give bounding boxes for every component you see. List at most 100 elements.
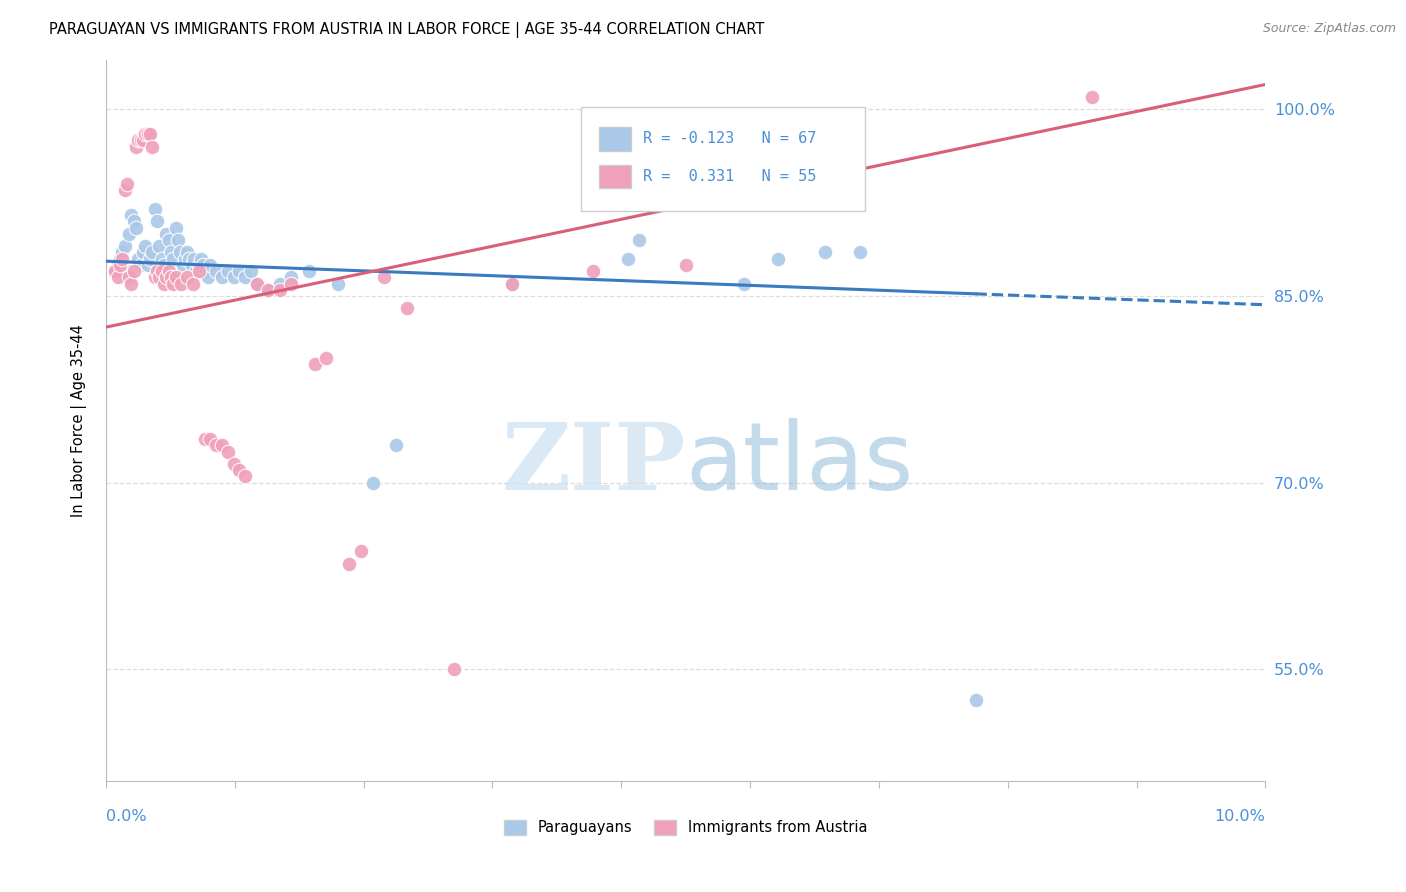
Point: [616, 252, 638, 266]
Point: [211, 438, 233, 452]
Point: [122, 214, 145, 228]
Point: [114, 183, 136, 197]
Point: [141, 139, 163, 153]
Point: [443, 662, 465, 676]
Point: [125, 139, 148, 153]
Point: [108, 258, 131, 272]
Point: [350, 544, 373, 558]
Point: [385, 438, 408, 452]
Point: [153, 258, 176, 272]
FancyBboxPatch shape: [599, 165, 631, 188]
Point: [205, 438, 228, 452]
Point: [139, 128, 162, 142]
Text: ZIP: ZIP: [502, 418, 686, 508]
Point: [361, 475, 384, 490]
Text: R = -0.123   N = 67: R = -0.123 N = 67: [643, 131, 817, 146]
Point: [148, 239, 170, 253]
Point: [181, 277, 204, 291]
Point: [134, 239, 156, 253]
Point: [165, 220, 187, 235]
Point: [315, 351, 337, 366]
Legend: Paraguayans, Immigrants from Austria: Paraguayans, Immigrants from Austria: [505, 820, 868, 836]
Point: [211, 270, 233, 285]
Point: [122, 264, 145, 278]
Point: [197, 270, 219, 285]
Point: [143, 270, 166, 285]
Point: [269, 283, 291, 297]
Point: [115, 264, 138, 278]
Point: [172, 258, 194, 272]
Point: [155, 270, 177, 285]
Point: [373, 270, 395, 285]
Point: [127, 252, 149, 266]
Point: [121, 208, 143, 222]
Point: [111, 245, 134, 260]
Text: Source: ZipAtlas.com: Source: ZipAtlas.com: [1263, 22, 1396, 36]
Point: [217, 264, 239, 278]
Point: [205, 264, 228, 278]
Point: [141, 245, 163, 260]
Point: [193, 432, 215, 446]
Point: [1080, 90, 1102, 104]
Point: [148, 270, 170, 285]
Point: [501, 277, 523, 291]
Point: [121, 277, 143, 291]
Point: [246, 277, 269, 291]
Point: [269, 277, 291, 291]
Point: [733, 277, 755, 291]
Point: [118, 270, 141, 285]
Point: [298, 264, 321, 278]
Point: [339, 557, 361, 571]
Text: atlas: atlas: [686, 417, 914, 509]
Point: [150, 252, 173, 266]
Point: [217, 444, 239, 458]
Point: [129, 258, 152, 272]
Point: [280, 270, 302, 285]
Point: [132, 245, 155, 260]
Point: [228, 463, 250, 477]
Point: [501, 277, 523, 291]
Point: [169, 245, 191, 260]
Point: [628, 233, 651, 247]
Point: [107, 258, 129, 272]
Point: [136, 128, 159, 142]
Point: [183, 252, 205, 266]
Point: [194, 264, 217, 278]
Point: [222, 457, 245, 471]
Point: [675, 258, 697, 272]
Point: [111, 252, 134, 266]
Point: [134, 128, 156, 142]
Point: [246, 277, 269, 291]
FancyBboxPatch shape: [599, 127, 631, 151]
Point: [233, 270, 256, 285]
Point: [396, 301, 419, 316]
Point: [186, 264, 208, 278]
Point: [304, 358, 326, 372]
Point: [160, 270, 183, 285]
Text: 10.0%: 10.0%: [1215, 809, 1265, 824]
Point: [143, 202, 166, 216]
Point: [239, 264, 262, 278]
Point: [200, 258, 222, 272]
Point: [162, 252, 184, 266]
Point: [114, 239, 136, 253]
Point: [228, 264, 250, 278]
FancyBboxPatch shape: [581, 106, 866, 211]
Point: [127, 133, 149, 147]
Point: [200, 432, 222, 446]
Point: [107, 270, 129, 285]
Point: [104, 264, 127, 278]
Point: [233, 469, 256, 483]
Point: [768, 252, 790, 266]
Point: [814, 245, 837, 260]
Point: [157, 233, 180, 247]
Point: [180, 258, 202, 272]
Point: [160, 245, 183, 260]
Point: [125, 220, 148, 235]
Point: [190, 252, 212, 266]
Point: [150, 264, 173, 278]
Point: [167, 233, 190, 247]
Point: [165, 270, 187, 285]
Point: [582, 264, 605, 278]
Point: [848, 245, 870, 260]
